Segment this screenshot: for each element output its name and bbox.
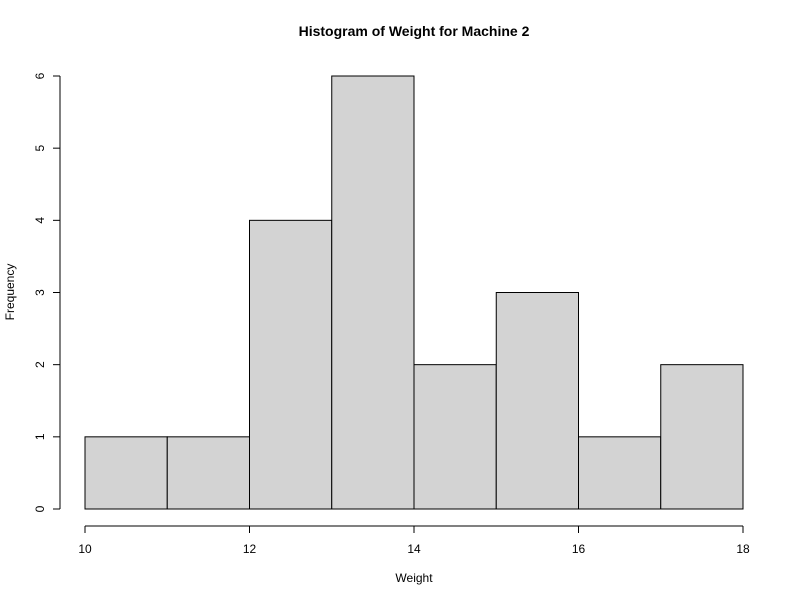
y-tick-label-4: 4	[33, 217, 47, 224]
y-axis: 0 1 2 3 4 5 6	[33, 72, 61, 512]
histogram-bar-5	[495, 292, 579, 510]
x-tick-label-3: 16	[572, 542, 586, 556]
x-tick-label-0: 10	[78, 542, 92, 556]
y-tick-label-1: 1	[33, 433, 47, 440]
x-tick-label-1: 12	[243, 542, 257, 556]
y-tick-label-0: 0	[33, 505, 47, 512]
histogram-bar-1	[166, 436, 250, 510]
y-tick-label-6: 6	[33, 72, 47, 79]
x-axis-label: Weight	[395, 571, 433, 585]
y-axis-label: Frequency	[3, 264, 17, 321]
y-tick-label-2: 2	[33, 361, 47, 368]
histogram-bar-3	[331, 75, 415, 510]
histogram-bar-4	[413, 364, 497, 510]
x-tick-label-2: 14	[407, 542, 421, 556]
chart-title: Histogram of Weight for Machine 2	[299, 23, 530, 39]
histogram-bar-7	[660, 364, 744, 510]
y-tick-label-3: 3	[33, 289, 47, 296]
histogram-bar-0	[84, 436, 168, 510]
bars-group	[84, 75, 744, 510]
histogram-bar-2	[249, 219, 333, 510]
x-axis: 10 12 14 16 18	[78, 525, 750, 556]
histogram-bar-6	[578, 436, 662, 510]
x-tick-label-4: 18	[736, 542, 750, 556]
y-tick-label-5: 5	[33, 145, 47, 152]
